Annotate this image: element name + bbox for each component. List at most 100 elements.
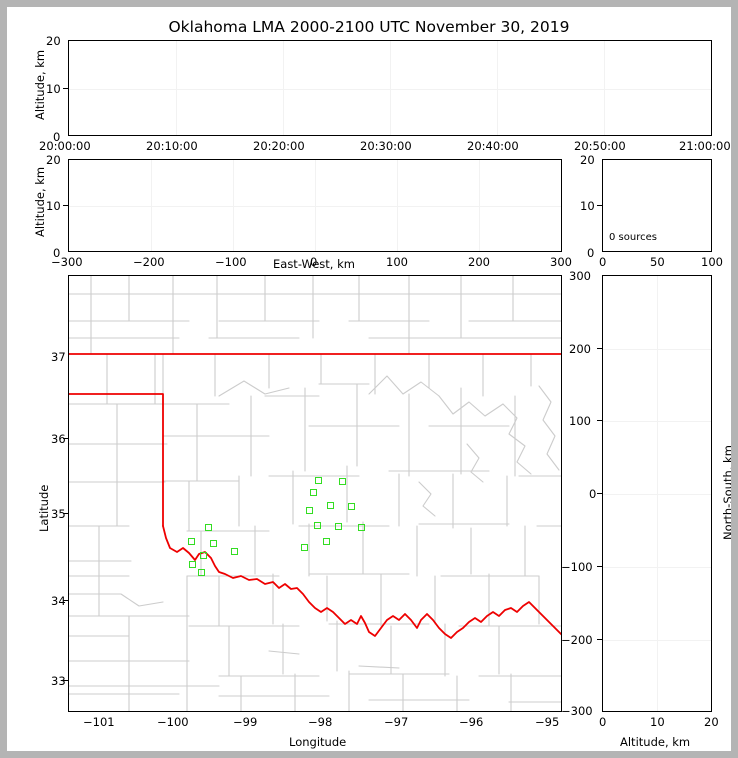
tick-mark (63, 438, 68, 439)
y-tick-label: 20 (46, 153, 61, 167)
y-tick-label: 0 (53, 246, 61, 260)
tick-mark (63, 513, 68, 514)
tick-mark (63, 205, 68, 206)
lma-station-marker (314, 522, 321, 529)
x-tick-label: 100 (386, 255, 408, 269)
lma-station-marker (310, 489, 317, 496)
gridline-horizontal (69, 206, 561, 207)
lma-station-marker (205, 524, 212, 531)
north-south-xlabel: Altitude, km (620, 735, 691, 749)
tick-mark (597, 566, 602, 567)
y-tick-label: 0 (53, 130, 61, 144)
x-tick-label: 50 (650, 255, 665, 269)
y-tick-label: 20 (580, 153, 595, 167)
x-tick-label: 20:50:00 (574, 139, 626, 153)
tick-mark (63, 88, 68, 89)
x-tick-label: −300 (51, 255, 83, 269)
gridline-horizontal (603, 494, 711, 495)
y-tick-label: 37 (51, 350, 66, 364)
y-tick-label: 0 (589, 487, 597, 501)
tick-mark (63, 600, 68, 601)
y-tick-label: −200 (561, 633, 593, 647)
x-tick-label: −200 (133, 255, 165, 269)
gridline-vertical (390, 41, 391, 135)
gridline-vertical (151, 160, 152, 251)
north-south-ylabel: North-South, km (721, 445, 731, 540)
time-height-ylabel: Altitude, km (33, 49, 47, 120)
y-tick-label: 10 (46, 82, 61, 96)
map-xlabel: Longitude (289, 735, 347, 749)
lma-station-marker (335, 523, 342, 530)
gridline-horizontal (603, 421, 711, 422)
lma-station-marker (200, 552, 207, 559)
gridline-vertical (315, 160, 316, 251)
gridline-vertical (604, 41, 605, 135)
figure-canvas: Oklahoma LMA 2000-2100 UTC November 30, … (7, 7, 731, 751)
y-tick-label: −300 (561, 704, 593, 718)
gridline-vertical (176, 41, 177, 135)
lma-station-marker (323, 538, 330, 545)
y-tick-label: 35 (51, 507, 66, 521)
lma-station-marker (348, 503, 355, 510)
map-ylabel: Latitude (37, 484, 51, 532)
lma-station-marker (358, 524, 365, 531)
lma-station-marker (339, 478, 346, 485)
x-tick-label: 200 (468, 255, 490, 269)
x-tick-label: 20:40:00 (467, 139, 519, 153)
x-tick-label: 21:00:00 (679, 139, 731, 153)
y-tick-label: 300 (569, 269, 591, 283)
x-tick-label: 100 (701, 255, 723, 269)
gridline-vertical (283, 41, 284, 135)
east-west-height-panel[interactable] (68, 159, 562, 252)
y-tick-label: 36 (51, 432, 66, 446)
lma-station-marker (188, 538, 195, 545)
y-tick-label: 34 (51, 594, 66, 608)
lma-station-marker (315, 477, 322, 484)
time-height-panel[interactable] (68, 40, 712, 136)
x-tick-label: 0 (599, 715, 607, 729)
gridline-vertical (233, 160, 234, 251)
source-count-annotation: 0 sources (609, 232, 657, 243)
x-tick-label: −100 (215, 255, 247, 269)
gridline-horizontal (69, 89, 711, 90)
plan-view-map-panel[interactable] (68, 275, 562, 712)
y-tick-label: 20 (46, 34, 61, 48)
y-tick-label: 10 (46, 199, 61, 213)
x-tick-label: 20:30:00 (360, 139, 412, 153)
y-tick-label: 10 (580, 199, 595, 213)
x-tick-label: 20 (704, 715, 719, 729)
east-west-ylabel: Altitude, km (33, 166, 47, 237)
x-tick-label: −101 (83, 715, 115, 729)
x-tick-label: 0 (310, 255, 318, 269)
y-tick-label: 33 (51, 674, 66, 688)
tick-mark (597, 639, 602, 640)
gridline-horizontal (603, 640, 711, 641)
lma-station-marker (306, 507, 313, 514)
tick-mark (597, 348, 602, 349)
x-tick-label: −99 (233, 715, 258, 729)
x-tick-label: −97 (384, 715, 409, 729)
lma-station-marker (198, 569, 205, 576)
tick-mark (63, 680, 68, 681)
tick-mark (597, 420, 602, 421)
y-tick-label: 200 (569, 342, 591, 356)
tick-mark (597, 205, 602, 206)
gridline-horizontal (603, 349, 711, 350)
north-south-height-panel[interactable] (602, 275, 712, 712)
east-west-xlabel: East-West, km (273, 257, 355, 271)
x-tick-label: −95 (535, 715, 560, 729)
gridline-horizontal (603, 567, 711, 568)
y-tick-label: 0 (587, 246, 595, 260)
lma-station-marker (210, 540, 217, 547)
x-tick-label: −96 (459, 715, 484, 729)
y-tick-label: 100 (569, 414, 591, 428)
lma-station-marker (327, 502, 334, 509)
x-tick-label: 20:00:00 (39, 139, 91, 153)
source-histogram-panel[interactable]: 0 sources (602, 159, 712, 252)
tick-mark (597, 493, 602, 494)
lma-station-marker (231, 548, 238, 555)
gridline-vertical (657, 276, 658, 711)
x-tick-label: −98 (308, 715, 333, 729)
y-tick-label: −100 (561, 560, 593, 574)
x-tick-label: −100 (157, 715, 189, 729)
